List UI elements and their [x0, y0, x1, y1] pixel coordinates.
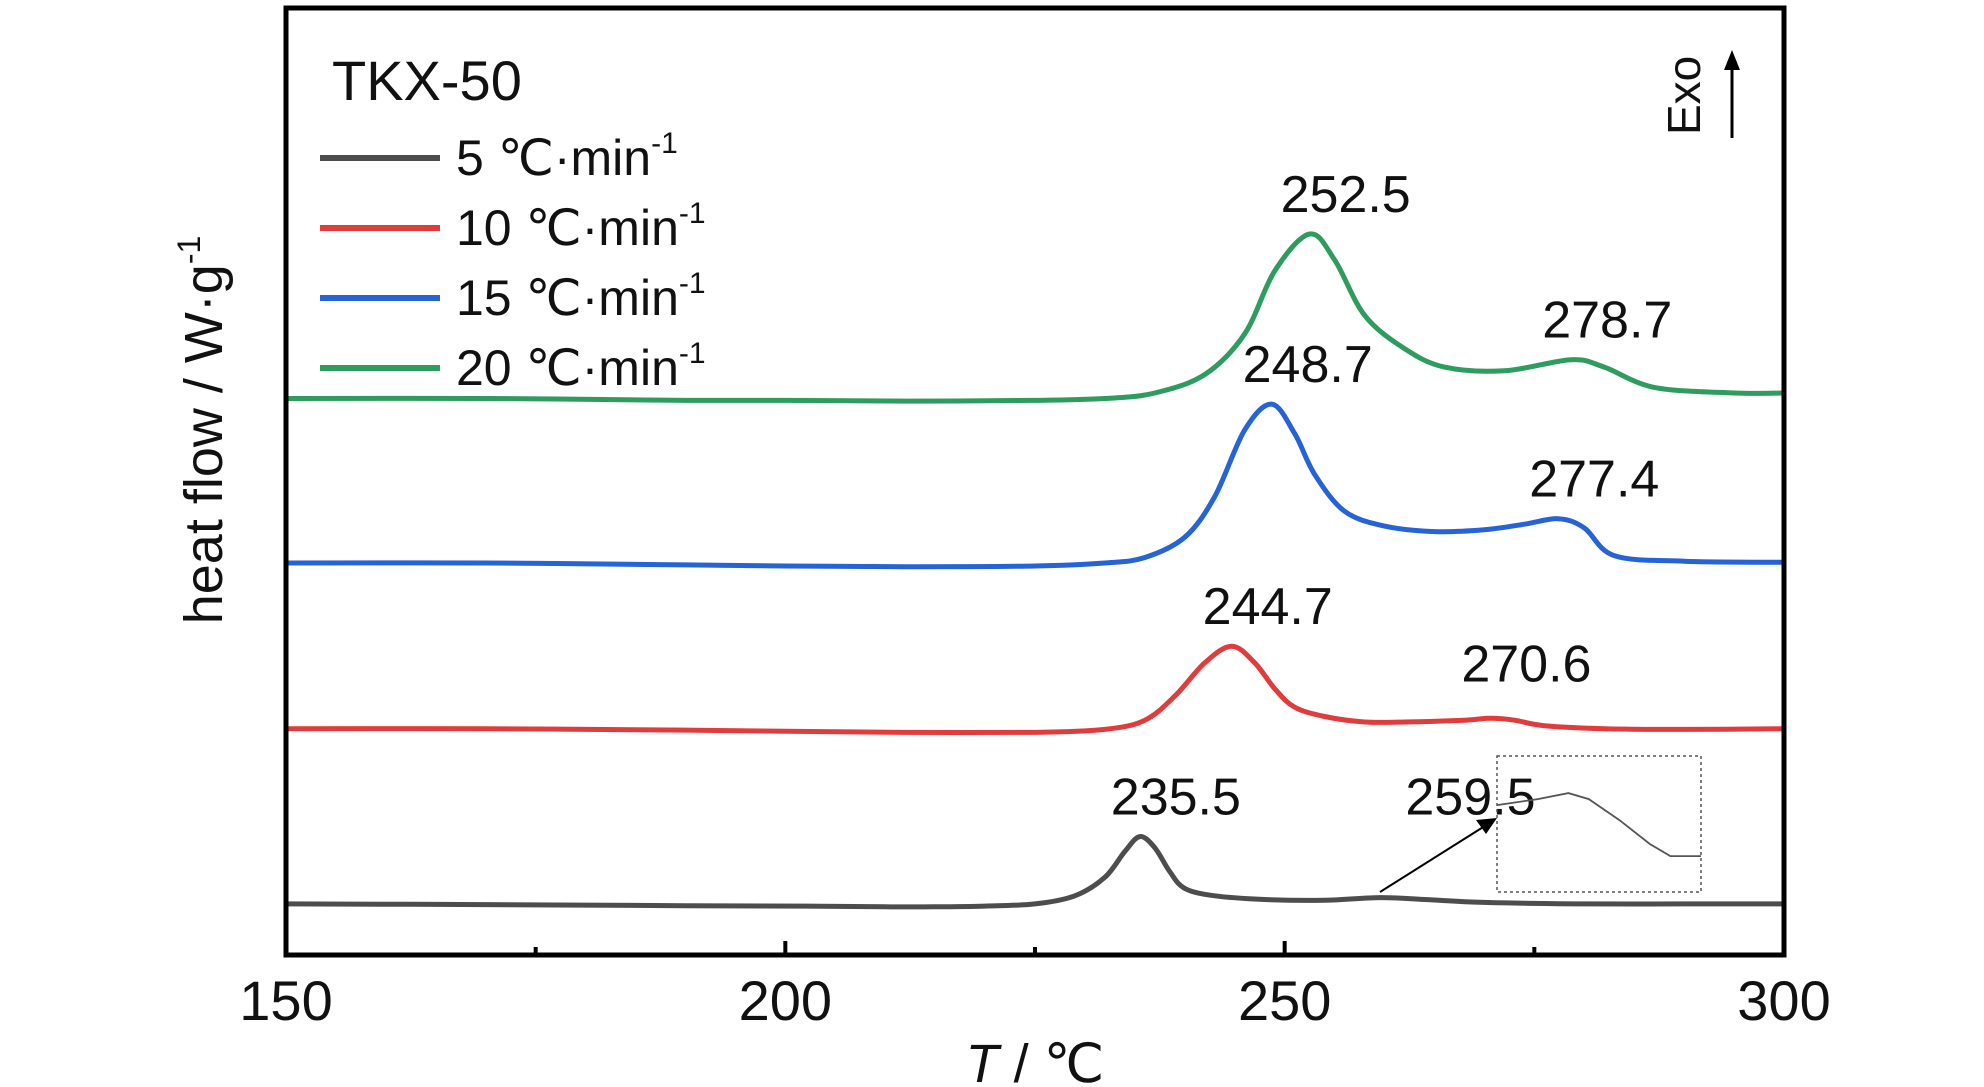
inset-curve — [1496, 792, 1701, 857]
legend-label-2: 15 ℃·min-1 — [456, 267, 706, 326]
inset-arrow — [1379, 823, 1489, 893]
peak-label-group: 235.5 259.5 244.7 270.6 248.7 277.4 252.5 278.7 — [1111, 166, 1673, 827]
x-tick-label-2: 250 — [1238, 969, 1331, 1032]
legend-label-3: 20 ℃·min-1 — [456, 337, 706, 396]
series-line-0 — [285, 834, 1784, 910]
series-group — [285, 231, 1785, 910]
x-tick-label-3: 300 — [1737, 969, 1830, 1032]
peak-label-1-0: 244.7 — [1203, 578, 1333, 636]
exo-arrow-head — [1724, 50, 1740, 70]
legend-label-0: 5 ℃·min-1 — [456, 127, 678, 186]
exo-label: Exo — [1658, 56, 1710, 135]
series-line-3 — [285, 231, 1785, 404]
x-axis-title: T / ℃ — [966, 1034, 1105, 1087]
x-axis-title-var: T — [966, 1034, 1003, 1087]
peak-label-3-0: 252.5 — [1281, 166, 1411, 224]
legend-label-1: 10 ℃·min-1 — [456, 197, 706, 256]
y-axis-title-sup: -1 — [171, 236, 207, 264]
peak-label-2-0: 248.7 — [1243, 336, 1373, 394]
series-line-1 — [285, 643, 1785, 736]
inset-arrow-head — [1476, 818, 1497, 834]
x-tick-label-1: 200 — [739, 969, 832, 1032]
peak-label-2-1: 277.4 — [1529, 451, 1659, 509]
x-axis-title-unit: / ℃ — [999, 1034, 1105, 1087]
peak-label-1-1: 270.6 — [1461, 636, 1591, 694]
peak-label-0-1: 259.5 — [1405, 769, 1535, 827]
x-tick-label-0: 150 — [239, 969, 332, 1032]
y-axis-title-main: heat flow / W·g — [174, 264, 234, 624]
legend: 5 ℃·min-1 10 ℃·min-1 15 ℃·min-1 20 ℃·min-1 — [320, 127, 706, 396]
peak-label-0-0: 235.5 — [1111, 769, 1241, 827]
series-line-2 — [285, 401, 1785, 570]
sample-label: TKX-50 — [332, 49, 522, 112]
y-axis-title: heat flow / W·g-1 — [171, 236, 234, 625]
peak-label-3-1: 278.7 — [1542, 292, 1672, 350]
x-tick-group: 150 200 250 300 — [239, 941, 1831, 1032]
inset-box — [1496, 755, 1702, 893]
